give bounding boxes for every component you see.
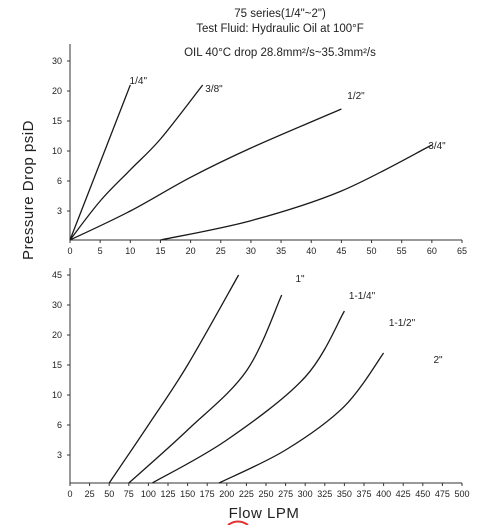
chart-title-line2: Test Fluid: Hydraulic Oil at 100°F [196, 23, 364, 35]
top-x-tick-label: 15 [155, 246, 165, 256]
bottom-x-tick-label: 100 [141, 489, 156, 499]
top-x-tick-label: 35 [276, 246, 286, 256]
bottom-x-tick-label: 500 [454, 489, 469, 499]
bottom-series-label-2: 1-1/4" [349, 291, 376, 302]
top-x-tick-label: 25 [216, 246, 226, 256]
chart-title-line1: 75 series(1/4"~2") [234, 8, 326, 20]
top-x-tick-label: 60 [427, 246, 437, 256]
top-y-tick-label: 3 [57, 206, 62, 216]
top-series-label-1: 1/4" [130, 76, 148, 87]
bottom-x-tick-label: 200 [219, 489, 234, 499]
bottom-x-tick-label: 175 [200, 489, 215, 499]
bottom-x-tick-label: 400 [376, 489, 391, 499]
bottom-x-tick-label: 425 [396, 489, 411, 499]
logo-arc-icon [227, 520, 249, 525]
bottom-x-tick-label: 475 [435, 489, 450, 499]
bottom-x-tick-label: 225 [239, 489, 254, 499]
bottom-x-tick-label: 300 [298, 489, 313, 499]
bottom-y-tick-label: 10 [52, 390, 62, 400]
bottom-x-tick-label: 50 [104, 489, 114, 499]
bottom-series-label-3: 1-1/2" [389, 318, 416, 329]
top-x-tick-label: 5 [98, 246, 103, 256]
upper-chart-panel: 0 5 10 15 20 25 30 35 40 45 50 55 60 65 3 6 10 15 20 30 1/4"… [52, 44, 467, 256]
top-y-tick-label: 15 [52, 116, 62, 126]
bottom-y-tick-label: 20 [52, 330, 62, 340]
top-y-tick-label: 10 [52, 146, 62, 156]
bottom-x-tick-label: 325 [317, 489, 332, 499]
top-series-line-2 [69, 84, 204, 241]
top-x-tick-label: 30 [246, 246, 256, 256]
top-x-tick-label: 55 [397, 246, 407, 256]
lower-chart-panel: 0 25 50 75 100 125 150 175 200 225 250 275 300 325 350… [52, 268, 470, 499]
bottom-x-tick-label: 150 [180, 489, 195, 499]
bottom-y-tick-label: 15 [52, 360, 62, 370]
bottom-x-tick-label: 125 [160, 489, 175, 499]
bottom-y-tick-label: 45 [52, 270, 62, 280]
top-y-tick-label: 30 [52, 56, 62, 66]
bottom-series-line-4 [218, 352, 385, 484]
bottom-y-tick-label: 30 [52, 300, 62, 310]
bottom-series-line-1 [108, 274, 240, 484]
y-axis-label: Pressure Drop psiD [20, 120, 37, 260]
bottom-x-tick-label: 0 [67, 489, 72, 499]
top-x-tick-label: 40 [306, 246, 316, 256]
top-series-line-1 [69, 84, 131, 241]
top-series-label-2: 3/8" [205, 84, 223, 95]
top-y-tick-label: 6 [57, 176, 62, 186]
top-series-label-3: 1/2" [347, 91, 365, 102]
bottom-x-tick-label: 75 [124, 489, 134, 499]
bottom-y-tick-label: 3 [57, 450, 62, 460]
chart-title-line3: OIL 40°C drop 28.8mm²/s~35.3mm²/s [184, 47, 376, 59]
top-x-tick-label: 50 [367, 246, 377, 256]
top-y-tick-label: 20 [52, 86, 62, 96]
bottom-y-tick-label: 6 [57, 420, 62, 430]
bottom-x-tick-label: 350 [337, 489, 352, 499]
top-series-line-3 [69, 108, 342, 241]
bottom-series-line-3 [151, 310, 345, 484]
top-x-tick-label: 20 [186, 246, 196, 256]
bottom-x-tick-label: 25 [85, 489, 95, 499]
top-x-tick-label: 0 [67, 246, 72, 256]
top-series-label-4: 3/4" [428, 141, 446, 152]
bottom-series-label-4: 2" [433, 355, 443, 366]
top-x-tick-label: 65 [457, 246, 467, 256]
top-series-line-4 [160, 144, 433, 241]
bottom-x-tick-label: 275 [278, 489, 293, 499]
bottom-x-tick-label: 450 [415, 489, 430, 499]
bottom-series-line-2 [128, 294, 283, 484]
bottom-x-tick-label: 250 [258, 489, 273, 499]
bottom-x-tick-label: 375 [356, 489, 371, 499]
bottom-series-label-1: 1" [295, 274, 305, 285]
top-x-tick-label: 10 [125, 246, 135, 256]
x-axis-label: Flow LPM [229, 505, 300, 522]
top-x-tick-label: 45 [336, 246, 346, 256]
